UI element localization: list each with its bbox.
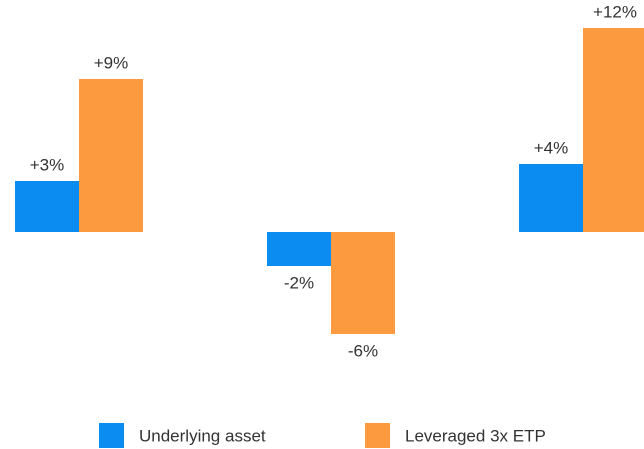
value-label: +4% [534, 138, 569, 157]
value-label: -2% [284, 273, 314, 292]
value-label: -6% [348, 341, 378, 360]
value-label: +9% [94, 53, 129, 72]
bar [519, 164, 583, 232]
value-label: +12% [593, 2, 637, 21]
legend-swatch [365, 423, 390, 448]
bar [331, 232, 395, 334]
value-label: +3% [30, 155, 65, 174]
bar [583, 28, 644, 232]
legend-swatch [99, 423, 124, 448]
bar [79, 79, 143, 232]
legend-label: Leveraged 3x ETP [405, 426, 546, 445]
legend-label: Underlying asset [139, 426, 266, 445]
bar [15, 181, 79, 232]
bar [267, 232, 331, 266]
